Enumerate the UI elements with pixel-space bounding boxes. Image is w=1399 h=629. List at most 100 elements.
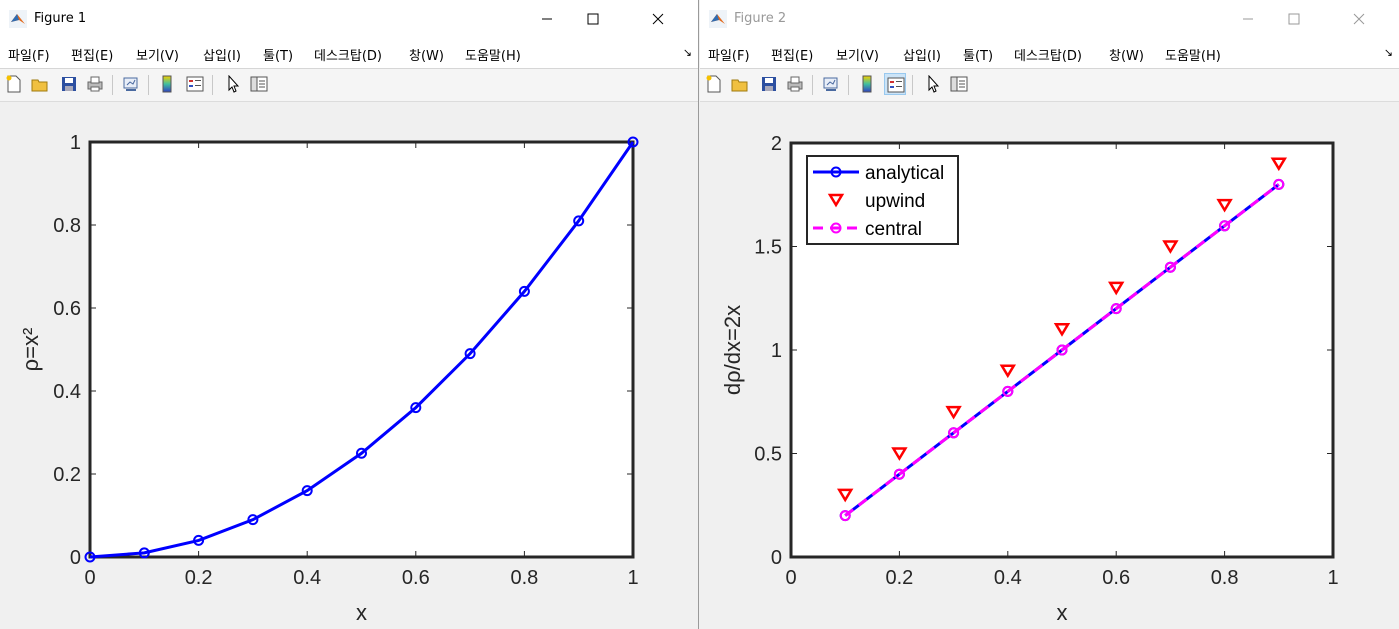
- data-point: [945, 405, 962, 420]
- minimize-button[interactable]: [524, 0, 570, 38]
- title-bar[interactable]: Figure 2: [700, 0, 1399, 38]
- axes-background: [90, 142, 633, 557]
- legend: analytical upwind central: [806, 155, 959, 245]
- menu-help[interactable]: 도움말(H): [465, 49, 521, 64]
- data-point: [573, 215, 585, 227]
- legend-label: upwind: [865, 191, 925, 212]
- matlab-logo-icon: [709, 10, 727, 28]
- dock-arrow-icon[interactable]: ↘: [1383, 46, 1393, 59]
- legend-icon[interactable]: [884, 73, 906, 95]
- x-tick-label: 0.2: [185, 567, 213, 589]
- figure-1-window: Figure 1 파일(F) 편집(E) 보기(V) 삽입(I) 툴(T) 데스…: [0, 0, 699, 629]
- data-point: [356, 447, 367, 459]
- maximize-button[interactable]: [1271, 0, 1317, 38]
- menu-window[interactable]: 창(W): [409, 49, 444, 64]
- menu-bar: 파일(F) 편집(E) 보기(V) 삽입(I) 툴(T) 데스크탑(D) 창(W…: [700, 38, 1399, 69]
- data-point: [627, 136, 639, 148]
- matlab-logo-icon: [9, 10, 27, 28]
- data-point: [1002, 385, 1014, 397]
- x-tick-label: 0.8: [510, 567, 538, 589]
- data-point: [518, 285, 530, 297]
- open-file-icon[interactable]: [29, 73, 51, 95]
- y-tick-label: 0.6: [53, 298, 81, 320]
- y-tick-label: 1: [70, 132, 81, 154]
- plot-area-figure-1[interactable]: 0 0.2 0.4 0.6 0.8 1 0 0.2 0.4 0.6 0.8 1 x ρ=x²: [0, 102, 698, 629]
- link-plot-icon[interactable]: [820, 73, 842, 95]
- new-figure-icon[interactable]: [703, 73, 725, 95]
- close-button[interactable]: [630, 0, 686, 38]
- data-point: [1219, 220, 1231, 232]
- menu-insert[interactable]: 삽입(I): [903, 49, 941, 64]
- menu-edit[interactable]: 편집(E): [71, 49, 114, 64]
- print-icon[interactable]: [784, 73, 806, 95]
- menu-window[interactable]: 창(W): [1109, 49, 1144, 64]
- menu-view[interactable]: 보기(V): [136, 49, 179, 64]
- y-tick-label: 2: [771, 133, 782, 155]
- data-point: [464, 348, 476, 360]
- menu-file[interactable]: 파일(F): [8, 49, 50, 64]
- data-point: [893, 468, 905, 480]
- menu-insert[interactable]: 삽입(I): [203, 49, 241, 64]
- edit-plot-arrow-icon[interactable]: [222, 73, 244, 95]
- legend-icon[interactable]: [184, 73, 206, 95]
- x-tick-label: 1: [1327, 567, 1338, 589]
- title-bar[interactable]: Figure 1: [0, 0, 698, 38]
- data-point: [1162, 240, 1179, 254]
- save-icon[interactable]: [758, 73, 780, 95]
- x-tick-label: 0.6: [402, 567, 430, 589]
- series-line-0: [84, 136, 639, 563]
- plot-area-figure-2[interactable]: 0 0.2 0.4 0.6 0.8 1 0 0.5 1 1.5 2 x dρ/dx=2x analytic…: [700, 102, 1399, 629]
- window-title: Figure 2: [734, 11, 787, 26]
- y-tick-label: 0.5: [754, 444, 782, 466]
- x-tick-label: 0.6: [1102, 567, 1130, 589]
- minimize-button[interactable]: [1225, 0, 1271, 38]
- link-plot-icon[interactable]: [120, 73, 142, 95]
- figure-2-window: Figure 2 파일(F) 편집(E) 보기(V) 삽입(I) 툴(T) 데스…: [700, 0, 1399, 629]
- x-axis-label: x: [1057, 600, 1068, 625]
- x-tick-label: 1: [627, 567, 638, 589]
- menu-help[interactable]: 도움말(H): [1165, 49, 1221, 64]
- menu-tools[interactable]: 툴(T): [263, 49, 294, 64]
- data-point: [839, 510, 851, 522]
- toolbar-separator: [912, 75, 913, 95]
- series-central: [839, 178, 1285, 522]
- print-icon[interactable]: [84, 73, 106, 95]
- save-icon[interactable]: [58, 73, 80, 95]
- data-point: [1273, 178, 1285, 190]
- menu-edit[interactable]: 편집(E): [771, 49, 814, 64]
- data-point: [1107, 281, 1125, 296]
- window-title: Figure 1: [34, 11, 87, 26]
- colorbar-icon[interactable]: [156, 73, 178, 95]
- toolbar-separator: [112, 75, 113, 95]
- close-button[interactable]: [1331, 0, 1387, 38]
- data-point: [247, 514, 259, 526]
- menu-view[interactable]: 보기(V): [836, 49, 879, 64]
- y-axis-label: dρ/dx=2x: [720, 305, 745, 395]
- series-line: [844, 183, 1280, 517]
- x-tick-label: 0.4: [293, 567, 321, 589]
- y-tick-label: 0.2: [53, 464, 81, 486]
- data-point: [891, 447, 908, 461]
- data-point: [836, 488, 854, 503]
- data-point: [410, 402, 422, 414]
- data-point: [138, 547, 150, 559]
- maximize-button[interactable]: [570, 0, 616, 38]
- figure-toolbar: [700, 69, 1399, 102]
- property-inspector-icon[interactable]: [248, 73, 270, 95]
- property-inspector-icon[interactable]: [948, 73, 970, 95]
- x-axis-label: x: [356, 600, 367, 625]
- open-file-icon[interactable]: [729, 73, 751, 95]
- data-point: [193, 534, 205, 546]
- dock-arrow-icon[interactable]: ↘: [682, 46, 692, 59]
- edit-plot-arrow-icon[interactable]: [922, 73, 944, 95]
- menu-tools[interactable]: 툴(T): [963, 49, 994, 64]
- data-point: [1164, 261, 1176, 273]
- menu-desktop[interactable]: 데스크탑(D): [314, 49, 382, 64]
- x-tick-label: 0.4: [994, 567, 1022, 589]
- menu-file[interactable]: 파일(F): [708, 49, 750, 64]
- menu-desktop[interactable]: 데스크탑(D): [1014, 49, 1082, 64]
- data-point: [1216, 198, 1233, 213]
- data-point: [1053, 323, 1071, 337]
- colorbar-icon[interactable]: [856, 73, 878, 95]
- new-figure-icon[interactable]: [3, 73, 25, 95]
